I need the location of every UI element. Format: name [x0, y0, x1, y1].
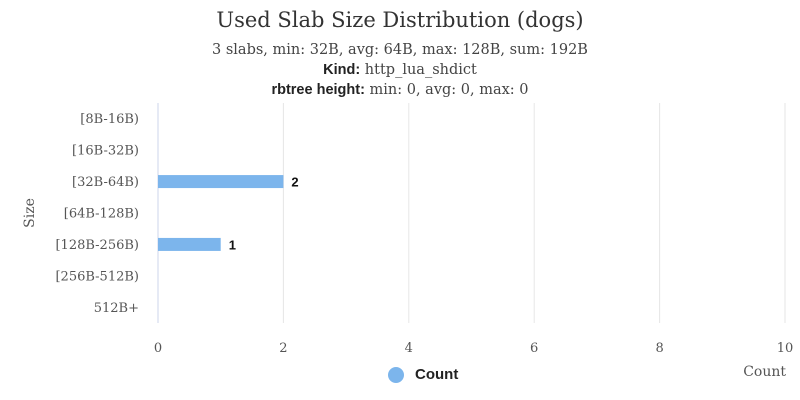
- bar: [158, 237, 221, 251]
- y-axis-title: Size: [22, 198, 38, 228]
- x-tick-label: 8: [655, 341, 663, 356]
- x-tick-label: 6: [530, 341, 538, 356]
- chart-subtitle-stats: 3 slabs, min: 32B, avg: 64B, max: 128B, …: [212, 42, 588, 58]
- x-tick-label: 10: [777, 341, 794, 356]
- rbtree-value: min: 0, avg: 0, max: 0: [369, 82, 529, 98]
- x-axis-title: Count: [743, 364, 786, 380]
- x-tick-label: 4: [405, 341, 413, 356]
- data-label: 1: [229, 237, 236, 252]
- bar: [158, 175, 284, 189]
- y-tick-label: [256B-512B): [55, 269, 139, 284]
- y-tick-label: [16B-32B): [72, 144, 139, 159]
- x-tick-label: 2: [279, 341, 287, 356]
- y-tick-label: [64B-128B): [64, 207, 139, 222]
- kind-label: Kind:: [323, 62, 361, 78]
- kind-value: http_lua_shdict: [364, 62, 477, 78]
- legend-item-count[interactable]: Count: [388, 366, 458, 383]
- y-tick-label: [32B-64B): [72, 175, 139, 190]
- rbtree-label: rbtree height:: [271, 82, 365, 98]
- y-tick-label: 512B+: [94, 301, 139, 316]
- data-label: 2: [291, 175, 298, 190]
- legend-label: Count: [415, 366, 459, 383]
- x-tick-label: 0: [154, 341, 162, 356]
- chart-subtitle-kind: Kind: http_lua_shdict: [0, 62, 800, 78]
- y-tick-label: [8B-16B): [80, 112, 139, 127]
- chart-subtitle-rbtree: rbtree height: min: 0, avg: 0, max: 0: [0, 82, 800, 98]
- y-tick-label: [128B-256B): [55, 238, 139, 253]
- chart-title: Used Slab Size Distribution (dogs): [216, 8, 584, 32]
- legend-swatch: [388, 366, 404, 383]
